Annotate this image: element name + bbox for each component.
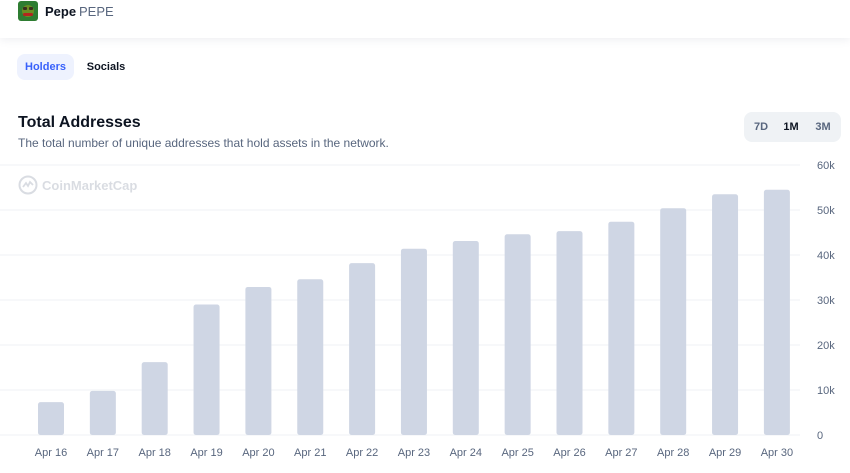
x-tick-label: Apr 30 [761,447,793,459]
y-tick-label: 60k [817,160,835,172]
bar-apr-28[interactable] [660,208,687,435]
bar-apr-29[interactable] [712,194,739,435]
bar-apr-16[interactable] [38,402,64,435]
watermark-text: CoinMarketCap [42,177,138,193]
x-axis-labels: Apr 16 Apr 17 Apr 18 Apr 19 Apr 20 Apr 21 Apr … [35,447,793,459]
y-axis-labels: 0 10k 20k 30k 40k 50k 60k [817,160,835,442]
x-tick-label: Apr 27 [605,447,637,459]
bar-apr-26[interactable] [556,231,583,435]
y-tick-label: 40k [817,250,835,262]
tab-holders[interactable]: Holders [17,54,74,80]
total-addresses-chart: Apr 16 Apr 17 Apr 18 Apr 19 Apr 20 Apr 21 Apr … [0,160,835,459]
y-tick-label: 50k [817,205,835,217]
top-bar: Pepe PEPE [0,0,850,38]
bar-apr-17[interactable] [89,390,116,435]
coin-symbol: PEPE [79,4,114,19]
chart-title: Total Addresses [18,114,141,131]
time-range-selector: 7D 1M 3M [744,112,841,142]
bar-apr-27[interactable] [608,221,635,435]
x-tick-label: Apr 20 [242,447,274,459]
logo-mouth [23,13,33,16]
range-button-1m[interactable]: 1M [783,121,799,133]
x-tick-label: Apr 23 [398,447,430,459]
y-tick-label: 30k [817,295,835,307]
pepe-logo-icon [18,1,38,21]
x-tick-label: Apr 28 [657,447,689,459]
x-tick-label: Apr 16 [35,447,67,459]
x-tick-label: Apr 17 [87,447,119,459]
y-tick-label: 20k [817,340,835,352]
x-tick-label: Apr 24 [450,447,482,459]
x-tick-label: Apr 25 [501,447,533,459]
logo-eye-right [29,7,33,10]
watermark: CoinMarketCap [18,175,137,195]
x-tick-label: Apr 18 [138,447,170,459]
range-button-7d[interactable]: 7D [753,121,769,133]
bar-apr-30[interactable] [763,189,790,435]
y-tick-label: 0 [817,430,823,442]
bar-apr-23[interactable] [400,248,427,435]
bar-layer [38,189,790,436]
coin-name: Pepe [45,4,77,19]
x-tick-label: Apr 19 [190,447,222,459]
bar-apr-19[interactable] [193,304,220,436]
bar-apr-22[interactable] [349,263,376,435]
coinmarketcap-logo-icon [18,175,38,195]
range-button-3m[interactable]: 3M [815,121,831,133]
bar-apr-18[interactable] [141,362,168,435]
y-tick-label: 10k [817,385,835,397]
bar-apr-24[interactable] [452,241,479,435]
tab-socials[interactable]: Socials [86,61,126,73]
bar-apr-25[interactable] [504,234,531,435]
bar-apr-21[interactable] [297,279,324,435]
x-tick-label: Apr 26 [553,447,585,459]
x-tick-label: Apr 22 [346,447,378,459]
bar-apr-20[interactable] [245,286,272,435]
x-tick-label: Apr 29 [709,447,741,459]
chart-subtitle: The total number of unique addresses tha… [18,136,389,150]
logo-eye-left [23,7,27,10]
x-tick-label: Apr 21 [294,447,326,459]
